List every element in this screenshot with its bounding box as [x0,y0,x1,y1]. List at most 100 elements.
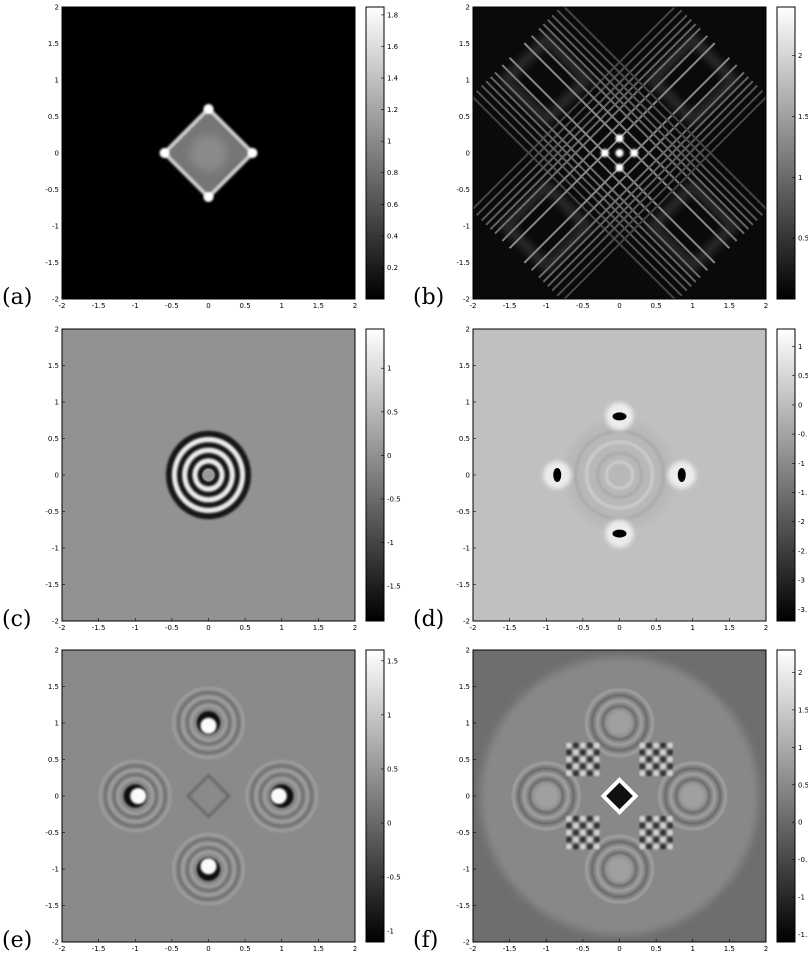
checker [566,844,572,850]
x-tick-label: 2 [353,624,357,632]
cross-line [501,35,709,242]
y-tick-label: -2 [463,296,470,304]
cross-line [473,7,677,211]
checker [594,816,600,822]
checker [566,823,572,829]
diamond-corner [203,191,214,202]
wave-ring [591,840,648,898]
cross-line [475,90,683,297]
checker [667,837,673,843]
x-tick-label: 2 [353,302,357,310]
x-tick-label: -2 [470,302,477,310]
panel-label: (c) [2,607,32,632]
x-tick-label: -0.5 [576,624,590,632]
x-tick-label: 1.5 [313,302,324,310]
checker [660,844,666,850]
x-tick-label: -0.5 [165,302,179,310]
y-tick-label: 0 [466,472,470,480]
x-tick-label: 1 [691,302,695,310]
colorbar-tick-label: 0.5 [798,372,808,380]
cross-line [508,57,716,264]
heatmap-image [62,329,355,621]
colorbar-tick-label: 1.5 [798,706,808,714]
checker [639,749,645,755]
checker [660,770,666,776]
colorbar-tick-label: 1 [798,174,802,182]
y-tick-label: -2 [52,618,59,626]
cross-line [489,76,697,283]
colorbar-tick-label: -3 [798,577,805,585]
y-tick-label: 2 [466,647,470,655]
colorbar-tick-label: 0 [798,819,802,827]
colorbar [776,649,796,943]
y-tick-label: -1 [52,545,59,553]
colorbar-tick-label: 0.5 [798,235,808,243]
x-tick-label: -2 [59,302,66,310]
checker [667,844,673,850]
colorbar-tick-label: 0.6 [387,201,399,209]
bright-spot [630,149,639,157]
colorbar-tick-label: -1 [798,460,805,468]
wave-ring [112,773,158,819]
y-tick-label: 1 [55,720,59,728]
y-tick-label: 2 [55,647,59,655]
colorbar-tick-label: 0 [387,820,391,828]
x-tick-label: 2 [353,945,357,953]
wave-ring [669,773,716,819]
checker [573,830,579,836]
checker [573,823,579,829]
x-tick-label: -1 [132,945,139,953]
checker [580,770,586,776]
checker [566,770,572,776]
colorbar-tick-label: -0.5 [387,874,401,882]
heatmap-image [473,329,766,621]
y-tick-label: -1.5 [45,259,59,267]
checker [667,742,673,748]
cross-line [530,64,738,271]
checker [594,749,600,755]
x-tick-label: 1.5 [313,624,324,632]
x-tick-label: 0 [617,302,621,310]
checker [580,816,586,822]
x-tick-label: -1.5 [92,624,106,632]
cross-line [501,64,709,271]
checker [573,770,579,776]
x-tick-label: -0.5 [576,945,590,953]
source [679,782,706,810]
checker [573,816,579,822]
x-tick-label: 2 [764,945,768,953]
checker [667,770,673,776]
y-tick-label: 1 [55,399,59,407]
y-tick-label: 2 [466,4,470,12]
x-tick-label: 2 [764,624,768,632]
x-tick-label: 1 [691,624,695,632]
wave-ring [172,833,245,906]
x-tick-label: 0 [617,945,621,953]
wave-ring [675,778,711,814]
ring [574,429,665,521]
wave-ring [254,769,309,823]
x-tick-label: -1 [132,624,139,632]
checker [660,837,666,843]
source-bright [130,787,147,805]
y-tick-label: 1.5 [48,683,59,691]
checker [646,823,652,829]
colorbar-tick-label: 1.6 [387,43,399,51]
colorbar-tick-label: -0.5 [798,856,808,864]
cross-line [523,57,731,264]
wave-ring [250,764,314,828]
y-tick-label: 1 [466,399,470,407]
diamond-corner [247,148,258,158]
diamond-corner [203,104,214,115]
ring-center [203,469,214,481]
colorbar-tick-label: 1.8 [387,11,398,19]
x-tick-label: 1.5 [724,302,735,310]
checker [594,823,600,829]
checker [573,763,579,769]
x-tick-label: -0.5 [165,624,179,632]
x-tick-label: 1.5 [313,945,324,953]
wave-ring [263,777,301,815]
colorbar-tick-label: 1.5 [798,113,808,121]
y-tick-label: -1.5 [45,581,59,589]
colorbar-tick-label: 1 [387,365,391,373]
